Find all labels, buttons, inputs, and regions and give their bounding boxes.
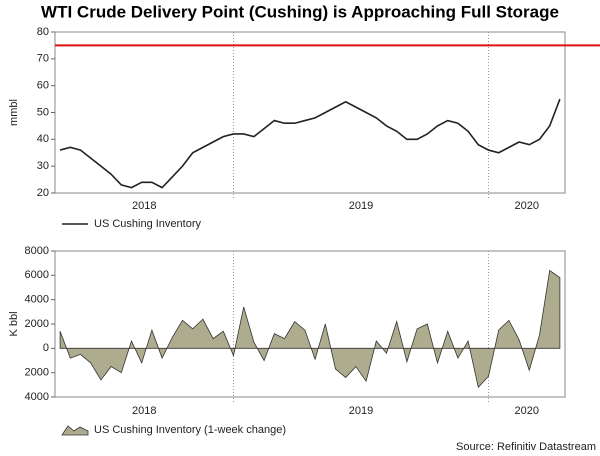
y-tick-label: 2000 bbox=[25, 318, 49, 330]
y-axis-label: K bbl bbox=[8, 311, 20, 336]
legend-label: US Cushing Inventory (1-week change) bbox=[94, 424, 286, 436]
y-tick-label: 50 bbox=[37, 106, 49, 118]
x-year-label: 2018 bbox=[132, 200, 156, 212]
y-tick-label: 8000 bbox=[25, 245, 49, 257]
y-tick-label: 6000 bbox=[25, 269, 49, 281]
source-note: Source: Refinitiv Datastream bbox=[456, 441, 596, 453]
x-year-label: 2020 bbox=[515, 200, 539, 212]
y-tick-label: 4000 bbox=[25, 391, 49, 403]
y-tick-label: 2000 bbox=[25, 367, 49, 379]
page-title: WTI Crude Delivery Point (Cushing) is Ap… bbox=[41, 2, 559, 21]
legend-label: US Cushing Inventory bbox=[94, 218, 201, 230]
legend-swatch bbox=[61, 425, 89, 436]
x-year-label: 2019 bbox=[349, 200, 373, 212]
x-year-label: 2018 bbox=[132, 405, 156, 417]
x-year-label: 2019 bbox=[349, 405, 373, 417]
y-tick-label: 0 bbox=[43, 342, 49, 354]
data-area bbox=[59, 269, 561, 389]
y-tick-label: 60 bbox=[37, 80, 49, 92]
x-year-label: 2020 bbox=[515, 405, 539, 417]
y-tick-label: 40 bbox=[37, 133, 49, 145]
y-tick-label: 20 bbox=[37, 187, 49, 199]
data-line bbox=[59, 98, 561, 189]
y-tick-label: 70 bbox=[37, 53, 49, 65]
y-tick-label: 4000 bbox=[25, 294, 49, 306]
y-tick-label: 30 bbox=[37, 160, 49, 172]
y-axis-label: mmbl bbox=[8, 99, 20, 126]
y-tick-label: 80 bbox=[37, 26, 49, 38]
